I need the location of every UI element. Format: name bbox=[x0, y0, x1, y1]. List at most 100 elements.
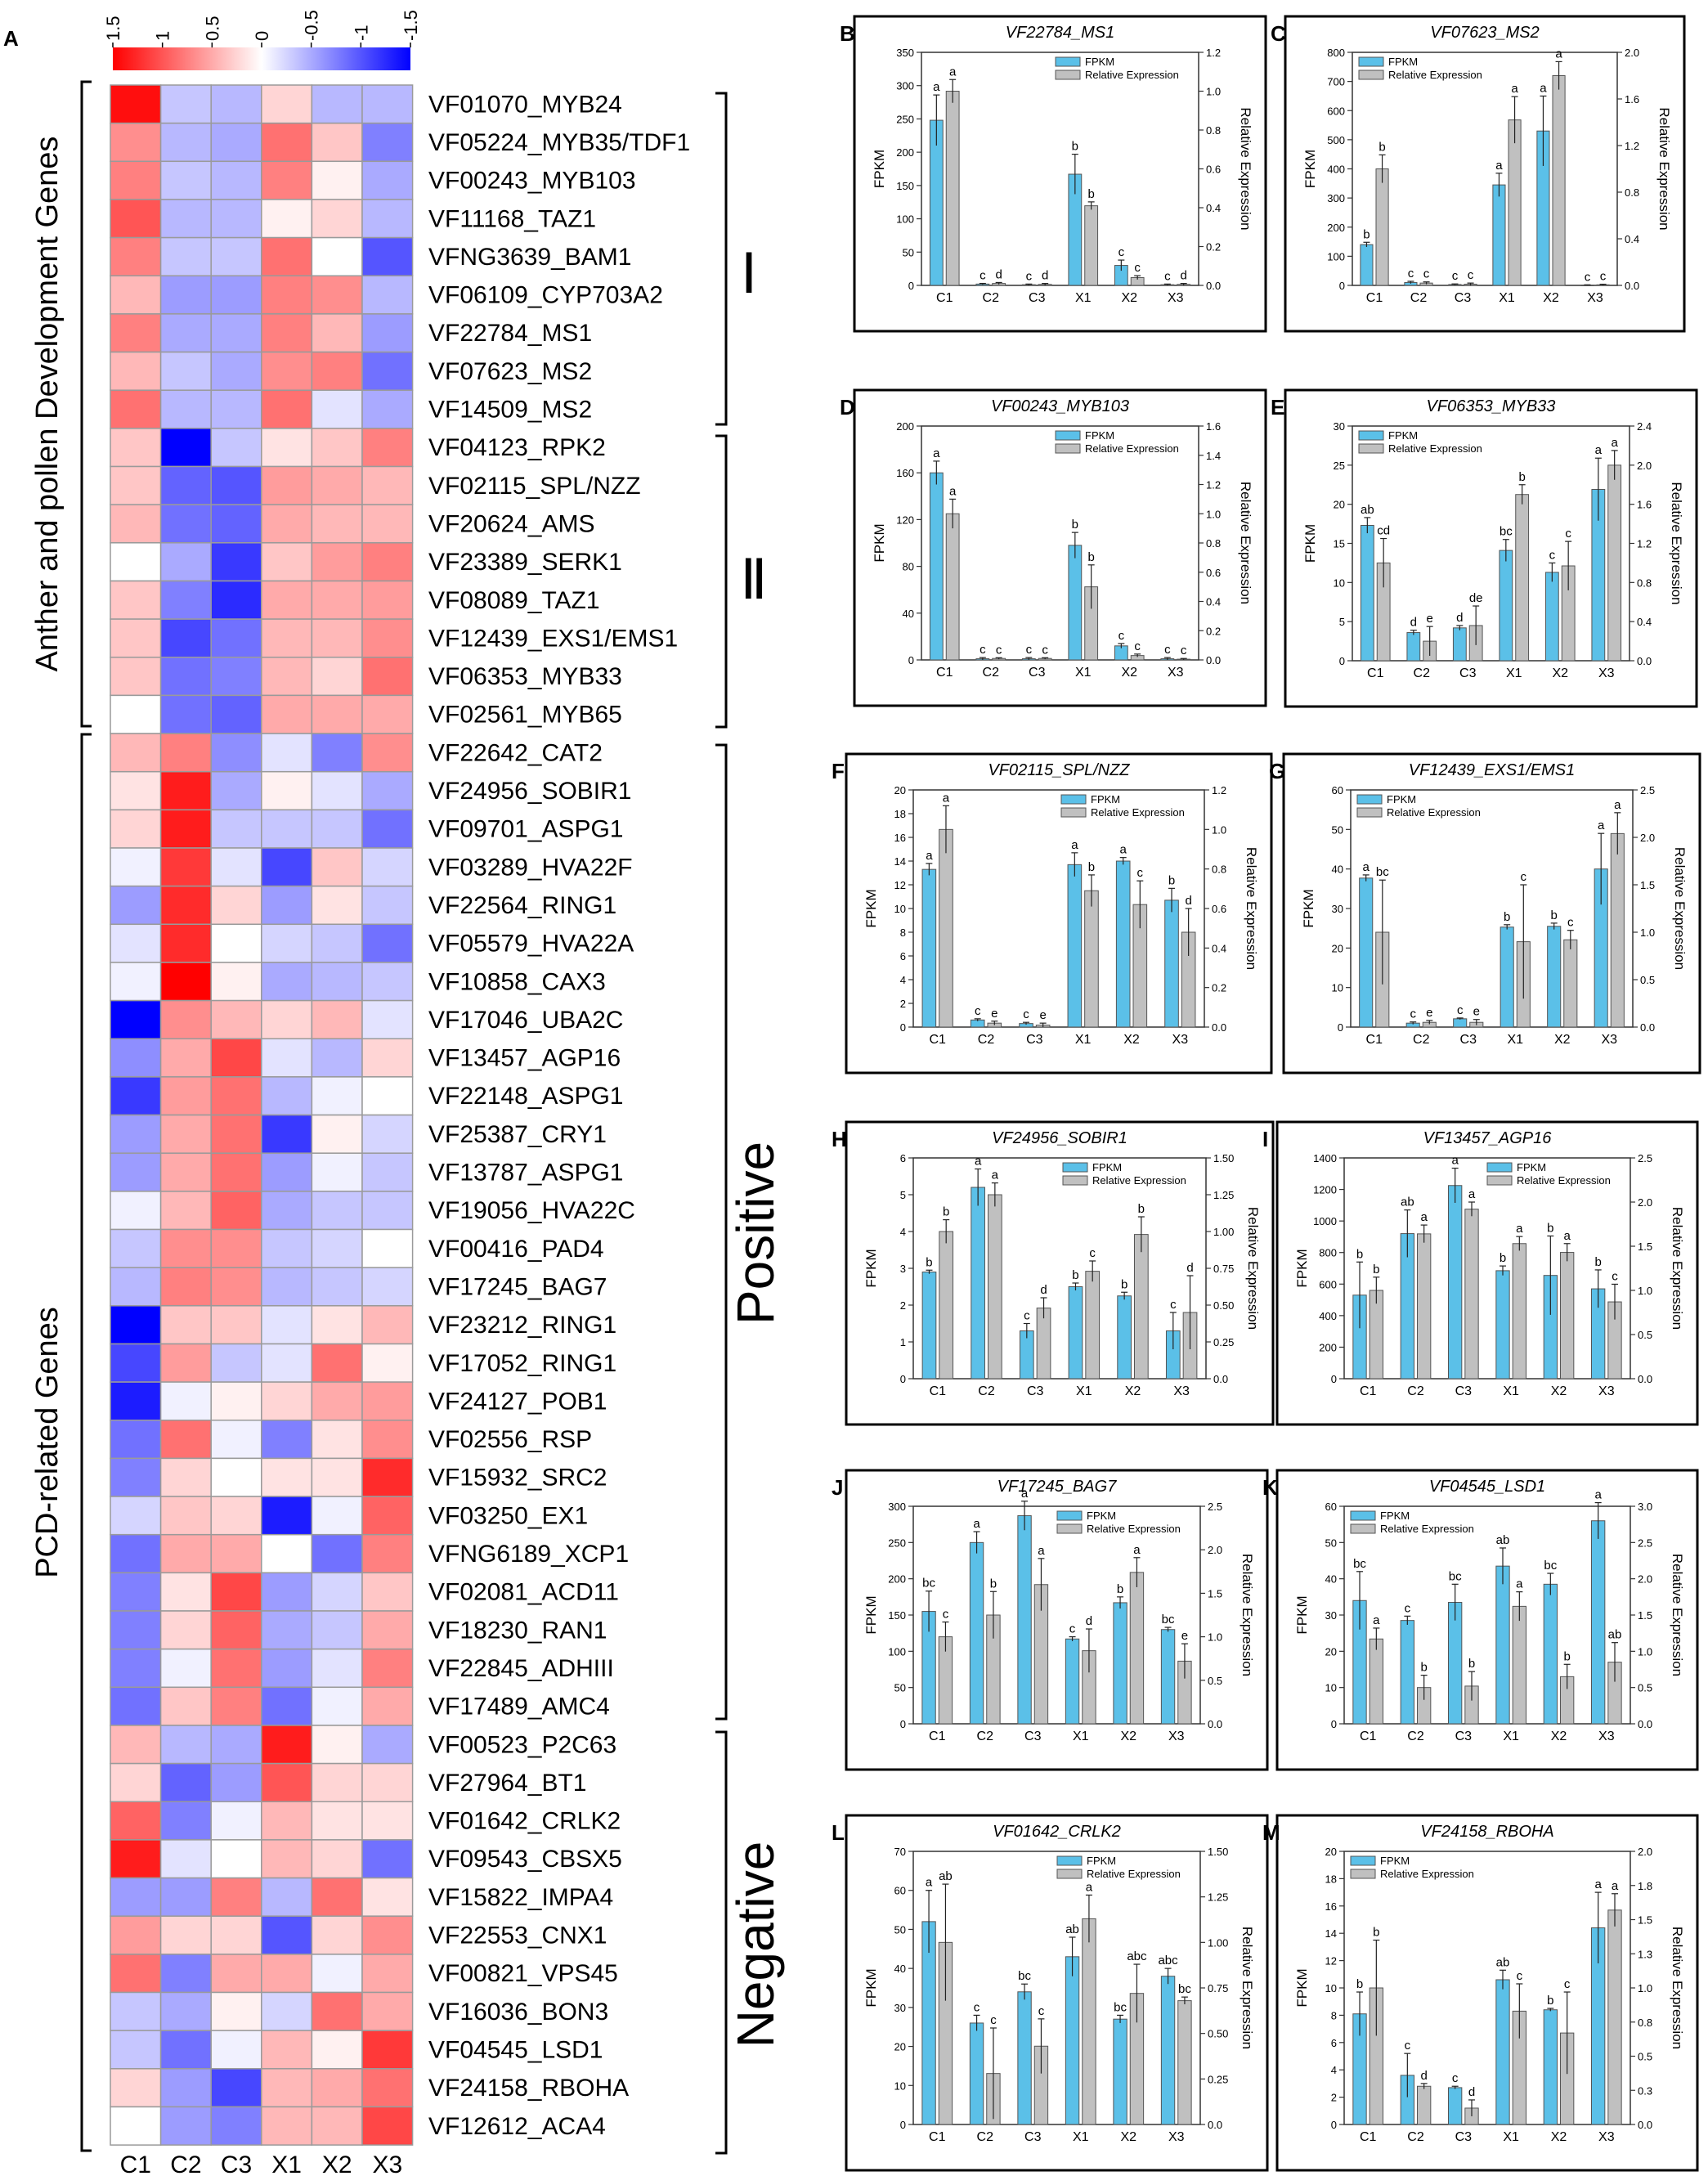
y-tick-label: 60 bbox=[1332, 784, 1343, 796]
plot-area bbox=[1343, 1851, 1631, 2125]
panel-label: G bbox=[1269, 759, 1285, 783]
y-axis-title: FPKM bbox=[872, 523, 887, 562]
heatmap-cell bbox=[159, 199, 212, 239]
y2-tick-label: 0.0 bbox=[1638, 1373, 1652, 1385]
significance-letter: c bbox=[975, 1004, 981, 1018]
y2-tick-label: 0.0 bbox=[1206, 654, 1221, 666]
significance-letter: b bbox=[926, 1255, 932, 1269]
bar-fpkm bbox=[1452, 627, 1467, 662]
significance-letter: c bbox=[1452, 2071, 1459, 2085]
y-tick-label: 50 bbox=[1332, 823, 1343, 836]
bar-fpkm bbox=[929, 472, 944, 661]
heatmap-cell bbox=[159, 1725, 212, 1765]
y2-tick-label: 0.50 bbox=[1213, 1299, 1234, 1312]
heatmap-row-label: VF23212_RING1 bbox=[428, 1312, 616, 1339]
heatmap-cell bbox=[311, 1343, 363, 1383]
bar-fpkm bbox=[1406, 632, 1421, 662]
significance-letter: c bbox=[1521, 870, 1527, 884]
chart-title: VF12439_EXS1/EMS1 bbox=[1409, 761, 1575, 779]
y2-tick-label: 0.8 bbox=[1206, 537, 1221, 550]
y-tick-label: 40 bbox=[903, 608, 914, 620]
bar-fpkm bbox=[1492, 184, 1506, 286]
heatmap-cell bbox=[311, 1991, 363, 2031]
bar-relative bbox=[1512, 1605, 1526, 1725]
x-tick-label: C2 bbox=[977, 1730, 994, 1743]
heatmap-cell bbox=[311, 1457, 363, 1497]
significance-letter: c bbox=[1567, 916, 1574, 930]
significance-letter: e bbox=[1039, 1008, 1046, 1022]
panel-frame bbox=[845, 752, 1273, 1075]
x-tick-label: C1 bbox=[936, 666, 953, 680]
significance-letter: a bbox=[926, 849, 933, 863]
heatmap-cell bbox=[110, 1991, 162, 2031]
colorbar-tick-label: -1 bbox=[351, 25, 371, 41]
y-tick-label: 0 bbox=[1331, 1718, 1337, 1730]
heatmap-row-label: VF17245_BAG7 bbox=[428, 1273, 607, 1300]
heatmap-cell bbox=[361, 313, 414, 353]
heatmap-cell bbox=[210, 1038, 262, 1078]
heatmap-cell bbox=[210, 428, 262, 468]
y-tick-label: 8 bbox=[1331, 2009, 1337, 2021]
heatmap-cell bbox=[261, 618, 313, 658]
y-tick-label: 18 bbox=[894, 808, 906, 820]
y2-tick-label: 2.5 bbox=[1638, 1152, 1652, 1164]
panel-frame bbox=[1275, 1814, 1699, 2172]
legend-swatch bbox=[1060, 794, 1087, 805]
y-tick-label: 6 bbox=[900, 950, 906, 962]
heatmap-cell bbox=[110, 580, 162, 620]
heatmap-cell bbox=[110, 542, 162, 582]
heatmap-cell bbox=[210, 1267, 262, 1307]
x-tick-label: X2 bbox=[1554, 1033, 1571, 1047]
y2-tick-label: 1.5 bbox=[1638, 1609, 1652, 1622]
y-tick-label: 10 bbox=[894, 2080, 906, 2092]
y-tick-label: 1200 bbox=[1313, 1184, 1337, 1196]
heatmap-cell bbox=[159, 1152, 212, 1192]
heatmap-cell bbox=[361, 1076, 414, 1116]
heatmap-cell bbox=[210, 351, 262, 391]
x-tick-label: X1 bbox=[1076, 1384, 1092, 1398]
heatmap-cell bbox=[311, 923, 363, 963]
heatmap-cell bbox=[110, 2106, 162, 2146]
x-tick-label: X1 bbox=[1506, 666, 1522, 680]
x-tick-label: C3 bbox=[1024, 2130, 1042, 2144]
legend-swatch bbox=[1056, 1869, 1083, 1879]
heatmap-cell bbox=[110, 1915, 162, 1955]
significance-letter: c bbox=[943, 1608, 949, 1622]
heatmap-row-label: VF25387_CRY1 bbox=[428, 1121, 607, 1148]
y2-tick-label: 1.25 bbox=[1213, 1189, 1234, 1201]
plot-area bbox=[921, 52, 1199, 286]
significance-letter: d bbox=[1086, 1614, 1092, 1628]
significance-letter: c bbox=[1517, 1969, 1523, 1983]
bar-fpkm bbox=[1067, 864, 1083, 1028]
x-tick-label: C1 bbox=[929, 1033, 946, 1047]
heatmap-cell bbox=[261, 1801, 313, 1841]
y-tick-label: 1000 bbox=[1313, 1215, 1337, 1227]
heatmap-cell bbox=[110, 694, 162, 734]
significance-letter: c bbox=[1164, 269, 1171, 283]
heatmap-row-label: VF15822_IMPA4 bbox=[428, 1884, 613, 1911]
x-tick-label: C3 bbox=[1029, 666, 1046, 680]
significance-letter: d bbox=[1185, 894, 1191, 908]
bar-relative bbox=[1607, 464, 1622, 662]
significance-letter: a bbox=[973, 1517, 980, 1531]
heatmap-cell bbox=[361, 1954, 414, 1994]
heatmap-cell bbox=[361, 1648, 414, 1689]
significance-letter: b bbox=[1373, 1263, 1379, 1276]
panel-frame bbox=[1284, 15, 1686, 333]
y-tick-label: 0 bbox=[1331, 1373, 1337, 1385]
y-tick-label: 14 bbox=[894, 855, 906, 868]
significance-letter: a bbox=[1598, 819, 1605, 832]
heatmap-cell bbox=[361, 122, 414, 163]
heatmap-cell bbox=[110, 504, 162, 544]
heatmap-cell bbox=[361, 1572, 414, 1612]
heatmap-cell bbox=[159, 1610, 212, 1650]
significance-letter: b bbox=[1594, 1255, 1601, 1269]
bar-fpkm bbox=[1360, 524, 1374, 662]
x-tick-label: X1 bbox=[1503, 1730, 1519, 1743]
bar-relative bbox=[1610, 832, 1625, 1028]
heatmap-cell bbox=[210, 809, 262, 849]
y-tick-label: 700 bbox=[1327, 76, 1345, 88]
heatmap-cell bbox=[110, 657, 162, 697]
significance-letter: a bbox=[949, 65, 957, 79]
heatmap-cell bbox=[261, 1076, 313, 1116]
